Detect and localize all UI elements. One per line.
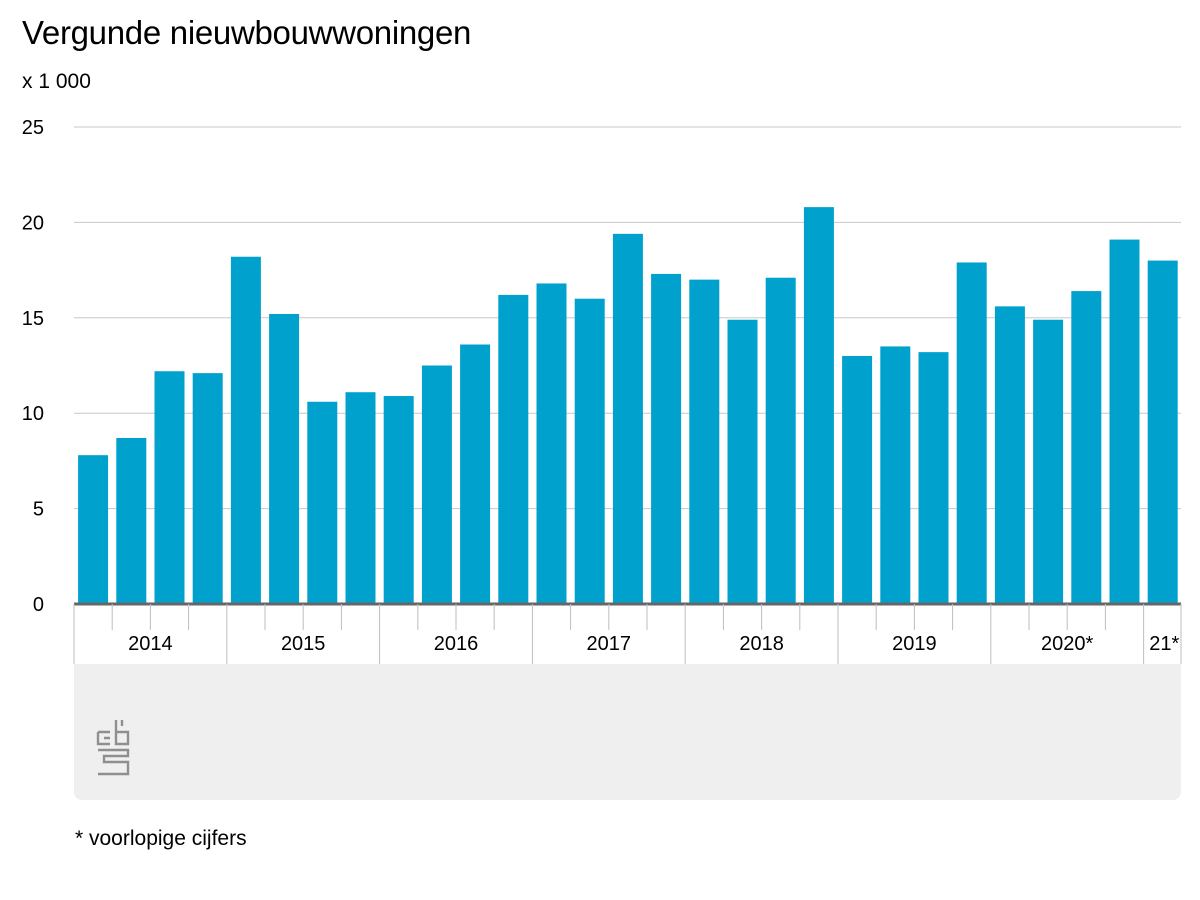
bar	[803, 207, 834, 605]
x-year-label: 2014	[128, 633, 173, 655]
y-tick-label: 25	[22, 117, 44, 139]
y-tick-label: 15	[22, 308, 44, 330]
bar	[880, 346, 911, 604]
bar	[192, 373, 223, 604]
bar	[1109, 239, 1140, 604]
x-year-label: 2018	[739, 633, 784, 655]
y-tick-label: 5	[33, 499, 44, 521]
x-year-label: 2017	[587, 633, 632, 655]
y-tick-label: 10	[22, 403, 44, 425]
bar	[307, 401, 338, 604]
bar	[230, 256, 261, 604]
bar	[116, 438, 147, 604]
footnote: * voorlopige cijfers	[75, 827, 247, 850]
bar	[421, 365, 452, 604]
x-year-label: 2019	[892, 633, 937, 655]
bar	[689, 279, 720, 604]
bar	[994, 306, 1025, 604]
bar	[727, 319, 758, 604]
cbs-logo-icon	[96, 720, 130, 776]
bar	[498, 294, 529, 604]
bar	[345, 392, 376, 604]
bar	[460, 344, 491, 604]
x-year-label: 2015	[281, 633, 326, 655]
bar	[1071, 291, 1102, 604]
chart-footer	[74, 664, 1181, 800]
bar	[154, 371, 185, 604]
bar	[842, 355, 873, 604]
bar	[383, 396, 414, 604]
bar-chart: 0 5 10 15 20 25 2014 2015 2016 2017 2018 2019 2020* 2…	[22, 117, 1182, 664]
bar	[1147, 260, 1178, 604]
x-year-label: 2020*	[1041, 633, 1093, 655]
chart-title: Vergunde nieuwbouwwoningen	[22, 14, 472, 51]
bar	[651, 273, 682, 604]
bar	[956, 262, 987, 604]
x-year-label: 2016	[434, 633, 479, 655]
y-tick-label: 20	[22, 212, 44, 234]
bar	[1033, 319, 1064, 604]
unit-label: x 1 000	[22, 70, 91, 93]
y-tick-label: 0	[33, 594, 44, 616]
bar	[612, 233, 643, 604]
bar	[536, 283, 567, 604]
x-year-label: 21*	[1149, 633, 1179, 655]
bar	[918, 352, 949, 604]
bar	[269, 313, 300, 604]
bar	[78, 455, 109, 604]
bar	[574, 298, 605, 604]
bar	[765, 277, 796, 604]
